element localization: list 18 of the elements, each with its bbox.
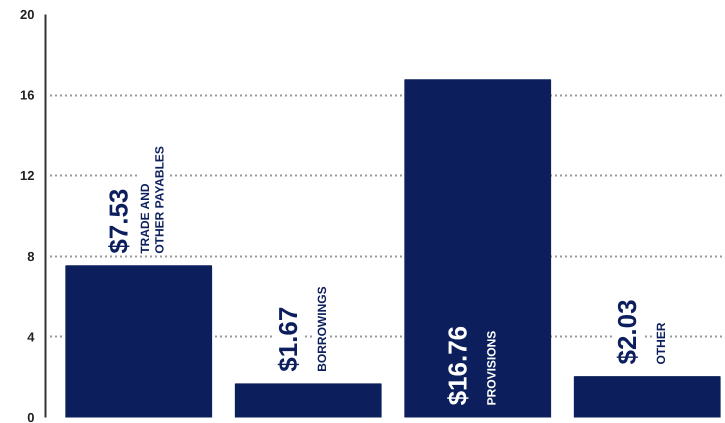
y-tick-label: 4 <box>27 329 36 344</box>
x-tick-label: PROVISIONS <box>484 330 498 406</box>
data-label: $1.67 <box>272 306 303 372</box>
data-label: $2.03 <box>612 299 642 365</box>
x-tick-label: BORROWINGS <box>314 286 329 372</box>
bar <box>404 79 552 418</box>
y-tick-label: 12 <box>20 168 35 184</box>
data-label: $7.53 <box>103 188 134 254</box>
data-label: $16.76 <box>442 326 472 406</box>
bar <box>234 383 382 418</box>
y-tick-label: 8 <box>27 248 35 264</box>
x-tick-label: OTHER <box>654 322 668 365</box>
x-tick-label: TRADE AND OTHER PAYABLES <box>138 146 167 254</box>
y-tick-label: 0 <box>27 410 35 423</box>
bar <box>65 265 212 418</box>
y-tick-label: 20 <box>20 7 35 22</box>
bar <box>574 376 721 418</box>
y-tick-label: 16 <box>20 88 35 103</box>
